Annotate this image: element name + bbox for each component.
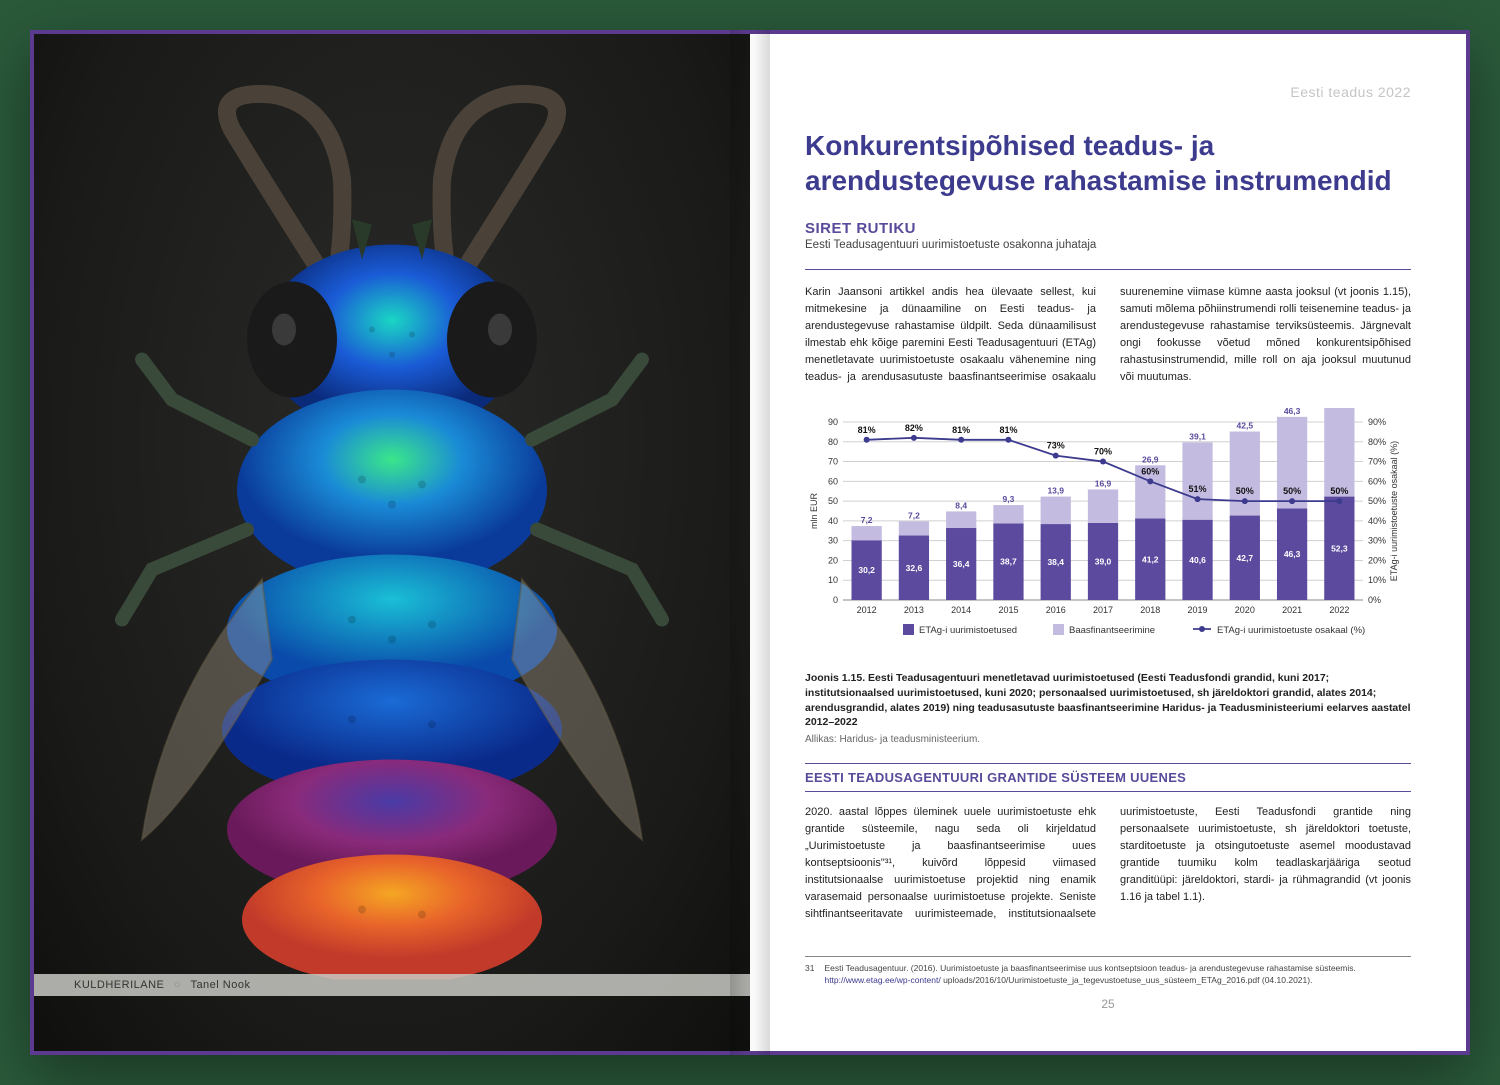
svg-text:70%: 70% (1094, 447, 1112, 457)
author-role: Eesti Teadusagentuuri uurimistoetuste os… (805, 239, 1411, 251)
svg-text:2013: 2013 (904, 605, 924, 615)
svg-text:2018: 2018 (1140, 605, 1160, 615)
svg-text:50: 50 (828, 496, 838, 506)
intro-text: Karin Jaansoni artikkel andis hea ülevaa… (805, 284, 1411, 386)
footnote: 31 Eesti Teadusagentuur. (2016). Uurimis… (805, 956, 1411, 987)
svg-text:50%: 50% (1368, 496, 1386, 506)
svg-text:2021: 2021 (1282, 605, 1302, 615)
svg-text:39,0: 39,0 (1095, 557, 1112, 567)
chart-caption: Joonis 1.15. Eesti Teadusagentuuri menet… (805, 671, 1411, 730)
svg-text:2022: 2022 (1329, 605, 1349, 615)
svg-text:8,4: 8,4 (955, 501, 967, 511)
author-name: SIRET RUTIKU (805, 220, 1411, 237)
svg-text:2020: 2020 (1235, 605, 1255, 615)
photo-credit: KULDHERILANE ○ Tanel Nook (34, 974, 750, 996)
svg-text:ETAg-i uurimistoetuste osakaal: ETAg-i uurimistoetuste osakaal (%) (1217, 625, 1365, 636)
svg-text:81%: 81% (999, 425, 1017, 435)
svg-text:50%: 50% (1236, 486, 1254, 496)
section-header: EESTI TEADUSAGENTUURI GRANTIDE SÜSTEEM U… (805, 763, 1411, 792)
chart-caption-bold: Joonis 1.15. Eesti Teadusagentuuri menet… (805, 672, 1411, 728)
body-text: 2020. aastal lõppes üleminek uuele uurim… (805, 804, 1411, 923)
svg-text:2015: 2015 (998, 605, 1018, 615)
chart: 0 10 20 30 40 50 60 70 80 90 0% 10% 20% 30% 40% 50% 60% 7… (805, 408, 1411, 653)
footnote-number: 31 (805, 963, 814, 987)
insect-illustration (112, 60, 672, 985)
footnote-link[interactable]: http://www.etag.ee/wp-content/ (824, 975, 940, 985)
svg-text:20%: 20% (1368, 556, 1386, 566)
photo-author: Tanel Nook (190, 979, 250, 991)
svg-text:60%: 60% (1368, 477, 1386, 487)
page-number: 25 (805, 997, 1411, 1011)
svg-text:82%: 82% (905, 423, 923, 433)
svg-text:2012: 2012 (857, 605, 877, 615)
svg-text:52,3: 52,3 (1331, 544, 1348, 554)
svg-text:32,6: 32,6 (906, 563, 923, 573)
svg-text:60: 60 (828, 477, 838, 487)
footnote-text: Eesti Teadusagentuur. (2016). Uurimistoe… (824, 963, 1411, 987)
svg-text:40%: 40% (1368, 516, 1386, 526)
svg-text:80%: 80% (1368, 437, 1386, 447)
photo-title: KULDHERILANE (74, 979, 164, 991)
svg-text:7,2: 7,2 (861, 515, 873, 525)
svg-text:20: 20 (828, 556, 838, 566)
svg-text:81%: 81% (858, 425, 876, 435)
credit-separator: ○ (174, 979, 181, 991)
svg-text:42,7: 42,7 (1237, 553, 1254, 563)
svg-text:9,3: 9,3 (1003, 494, 1015, 504)
svg-text:30%: 30% (1368, 536, 1386, 546)
svg-text:0%: 0% (1368, 595, 1381, 605)
svg-text:10%: 10% (1368, 576, 1386, 586)
svg-text:2017: 2017 (1093, 605, 1113, 615)
svg-text:50%: 50% (1330, 486, 1348, 496)
svg-text:36,4: 36,4 (953, 559, 970, 569)
svg-text:30,2: 30,2 (858, 565, 875, 575)
svg-text:ETAg-i uurimistoetused: ETAg-i uurimistoetused (919, 625, 1017, 636)
svg-text:2019: 2019 (1188, 605, 1208, 615)
svg-text:38,7: 38,7 (1000, 557, 1017, 567)
svg-text:90: 90 (828, 417, 838, 427)
divider (805, 269, 1411, 270)
left-page: KULDHERILANE ○ Tanel Nook (30, 30, 750, 1055)
svg-text:80: 80 (828, 437, 838, 447)
svg-text:13,9: 13,9 (1047, 486, 1064, 496)
running-header: Eesti teadus 2022 (805, 84, 1411, 100)
author-block: SIRET RUTIKU Eesti Teadusagentuuri uurim… (805, 220, 1411, 251)
svg-text:90%: 90% (1368, 417, 1386, 427)
svg-text:39,1: 39,1 (1189, 432, 1206, 442)
svg-text:10: 10 (828, 576, 838, 586)
chart-source: Allikas: Haridus- ja teadusministeerium. (805, 734, 1411, 745)
svg-text:46,3: 46,3 (1284, 408, 1301, 416)
svg-text:38,4: 38,4 (1047, 557, 1064, 567)
svg-text:26,9: 26,9 (1142, 455, 1159, 465)
article-title: Konkurentsipõhised teadus- ja arendusteg… (805, 128, 1411, 198)
svg-text:81%: 81% (952, 425, 970, 435)
svg-text:70: 70 (828, 457, 838, 467)
right-page: Eesti teadus 2022 Konkurentsipõhised tea… (750, 30, 1470, 1055)
svg-text:70%: 70% (1368, 457, 1386, 467)
svg-text:73%: 73% (1047, 441, 1065, 451)
svg-text:60%: 60% (1141, 467, 1159, 477)
svg-text:30: 30 (828, 536, 838, 546)
svg-text:40,6: 40,6 (1189, 555, 1206, 565)
svg-text:46,3: 46,3 (1284, 549, 1301, 559)
svg-text:41,2: 41,2 (1142, 555, 1159, 565)
book-spread: KULDHERILANE ○ Tanel Nook Eesti teadus 2… (30, 30, 1470, 1055)
svg-text:16,9: 16,9 (1095, 479, 1112, 489)
svg-text:Baasfinantseerimine: Baasfinantseerimine (1069, 625, 1155, 636)
svg-text:40: 40 (828, 516, 838, 526)
svg-text:0: 0 (833, 595, 838, 605)
svg-text:ETAg-i uurimistoetuste osakaal: ETAg-i uurimistoetuste osakaal (%) (1389, 441, 1399, 581)
svg-text:2014: 2014 (951, 605, 971, 615)
svg-text:2016: 2016 (1046, 605, 1066, 615)
svg-text:7,2: 7,2 (908, 511, 920, 521)
svg-text:51%: 51% (1189, 484, 1207, 494)
svg-text:50%: 50% (1283, 486, 1301, 496)
svg-text:mln EUR: mln EUR (809, 493, 819, 530)
svg-text:42,5: 42,5 (1237, 421, 1254, 431)
